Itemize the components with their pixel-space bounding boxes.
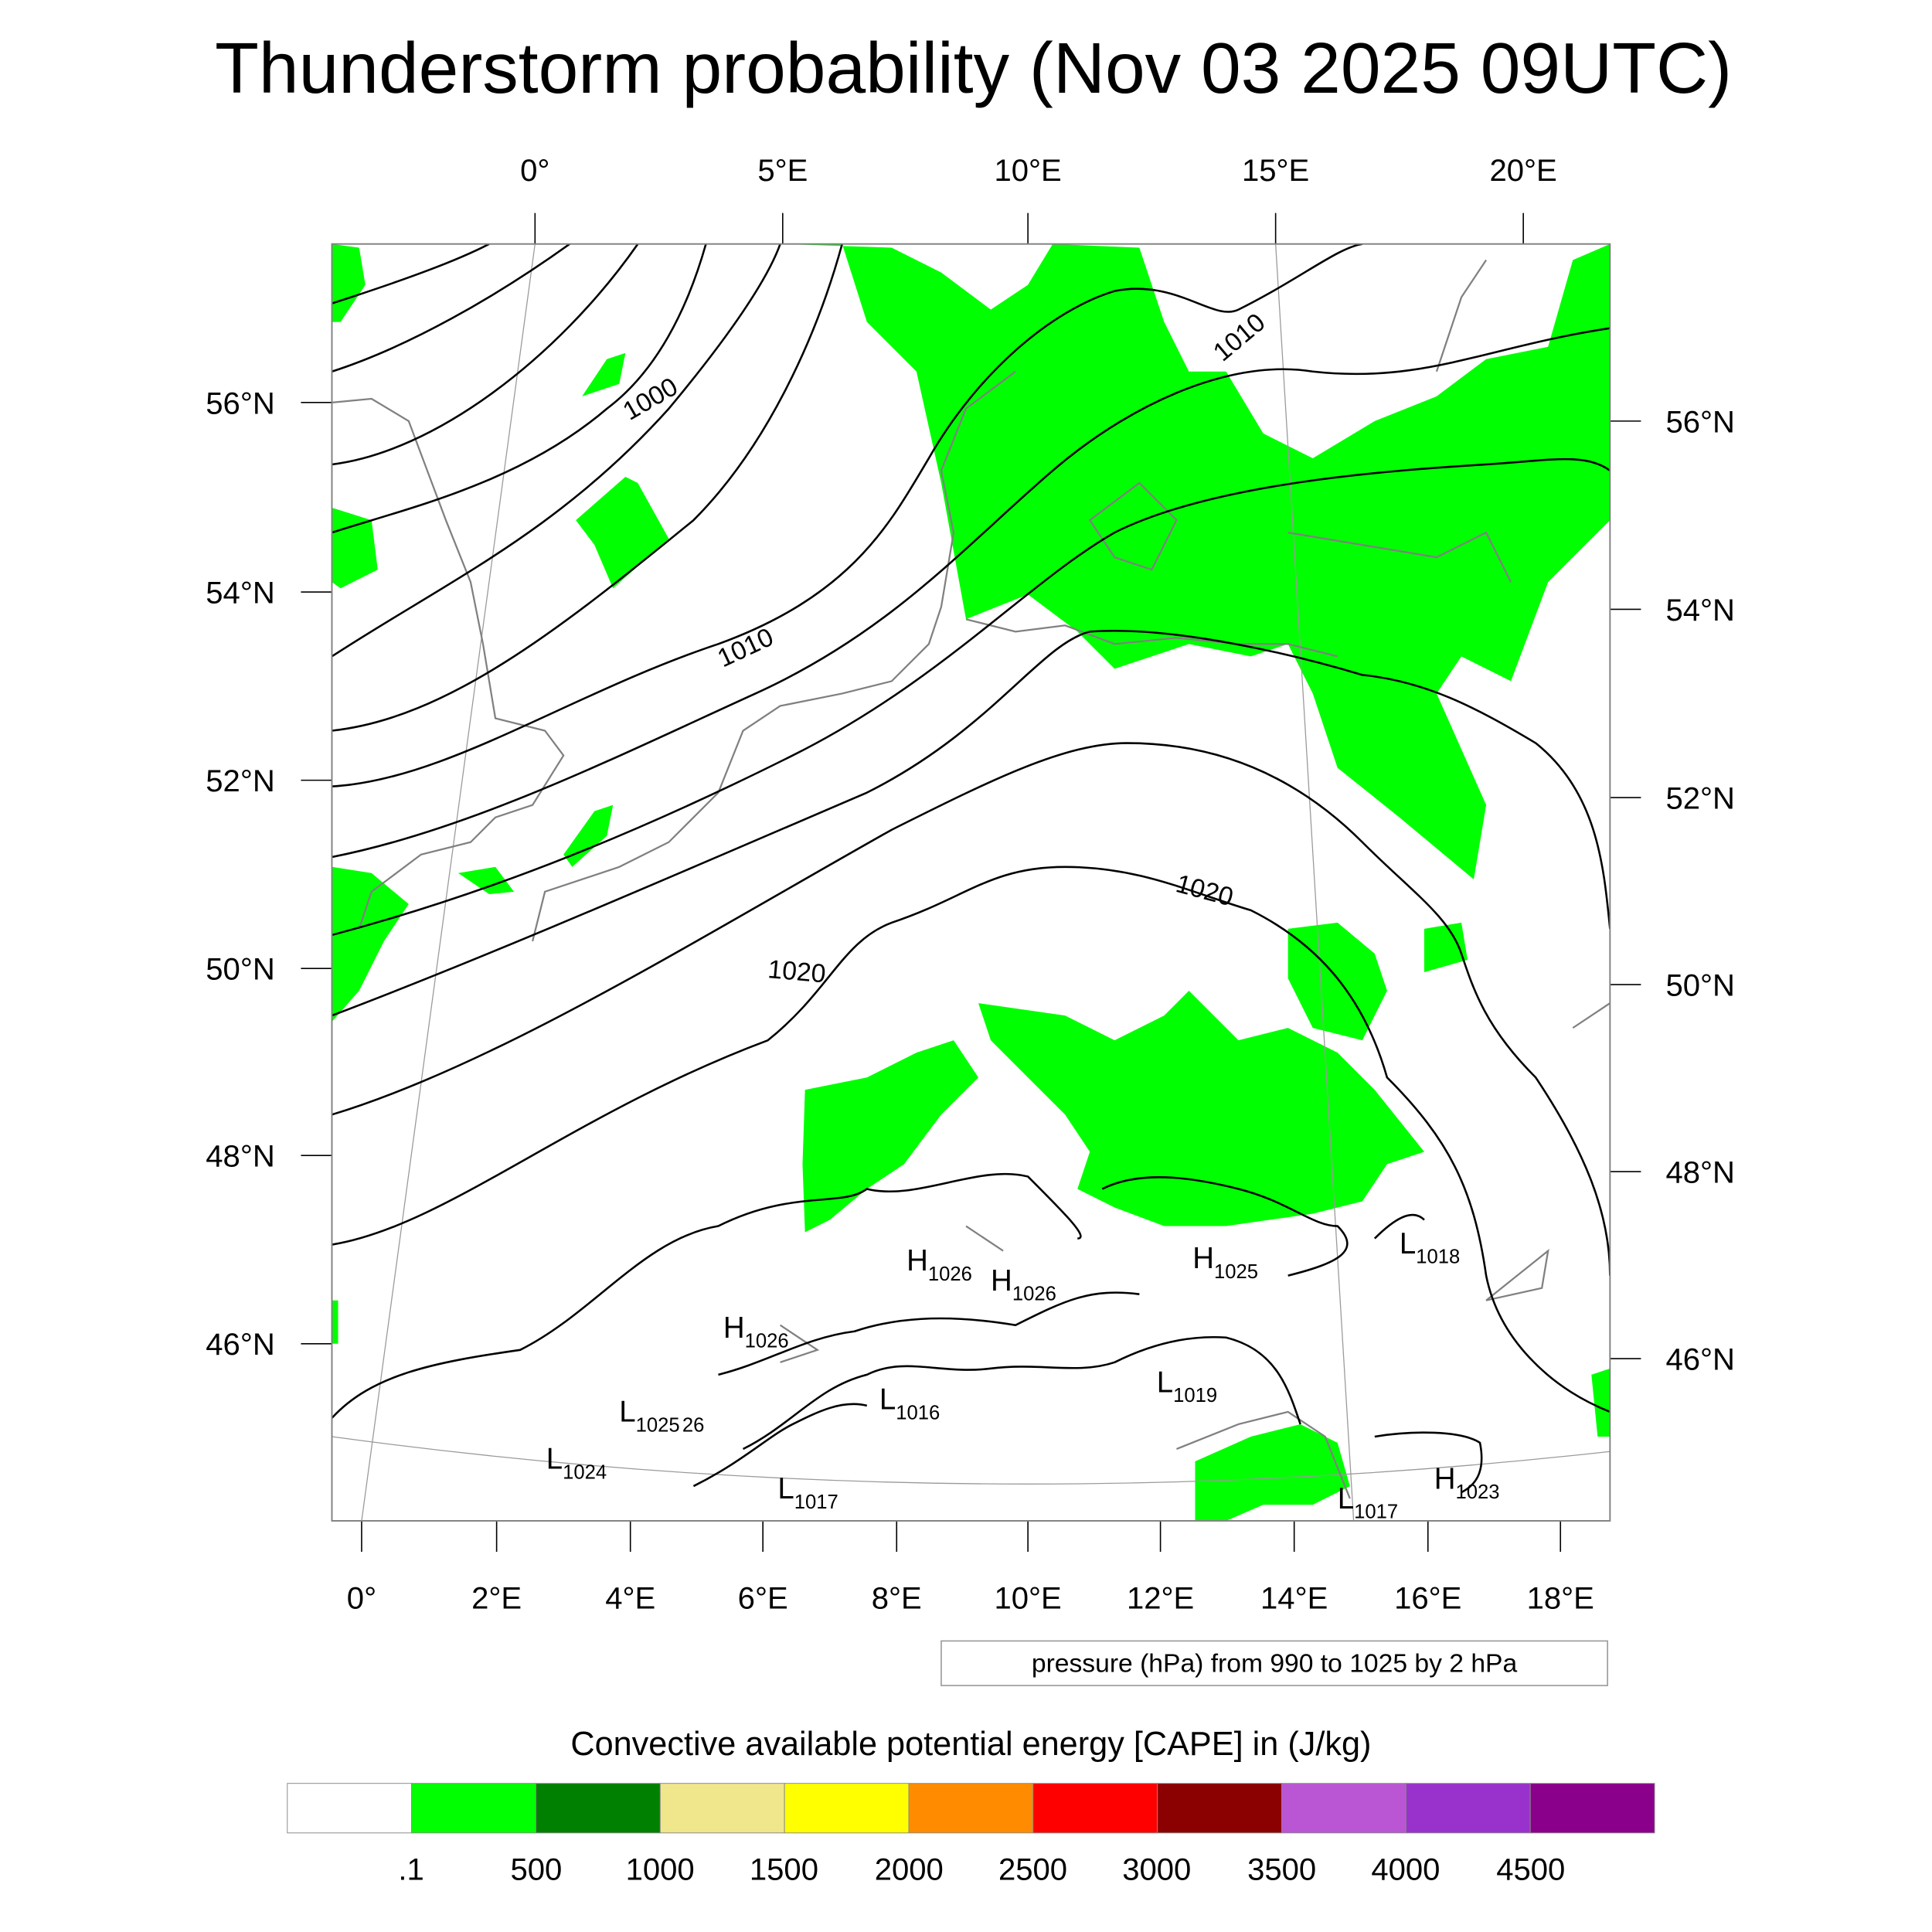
left-lat-label: 52°N <box>206 764 274 798</box>
bottom-lon-label: 12°E <box>1127 1582 1194 1616</box>
colorbar-label: 4000 <box>1371 1853 1440 1887</box>
top-lon-label: 0° <box>520 154 549 188</box>
pressure-center-low: L1017 <box>777 1472 838 1513</box>
top-lon-label: 5°E <box>757 154 808 188</box>
top-lon-label: 10°E <box>994 154 1061 188</box>
pressure-center-low: L1018 <box>1400 1227 1460 1268</box>
bottom-lon-label: 10°E <box>994 1582 1061 1616</box>
right-lat-label: 50°N <box>1665 968 1734 1002</box>
colorbar-swatch <box>908 1783 1034 1834</box>
colorbar-swatch <box>1157 1783 1282 1834</box>
bottom-lon-label: 18°E <box>1527 1582 1594 1616</box>
colorbar-label: 2000 <box>875 1853 944 1887</box>
left-latitude-axis: 56°N 54°N 52°N 50°N 48°N 46°N <box>206 386 332 1362</box>
pressure-centers: H1026 H1026 H1026 H1025 L1018 L1025 26 L1… <box>546 1227 1500 1523</box>
pressure-center-low: L1016 <box>879 1383 940 1424</box>
right-latitude-axis: 56°N 54°N 52°N 50°N 48°N 46°N <box>1610 405 1735 1376</box>
colorbar-swatch <box>411 1783 536 1834</box>
bottom-lon-label: 6°E <box>738 1582 788 1616</box>
colorbar-swatch <box>1529 1783 1655 1834</box>
right-lat-label: 56°N <box>1665 405 1734 439</box>
contour-info-text: pressure (hPa) from 990 to 1025 by 2 hPa <box>1032 1649 1518 1678</box>
bottom-lon-label: 8°E <box>872 1582 922 1616</box>
pressure-center-low: L1024 <box>546 1443 607 1484</box>
right-lat-label: 46°N <box>1665 1342 1734 1376</box>
pressure-center-high: H1026 <box>906 1244 972 1285</box>
colorbar-label: 1000 <box>626 1853 695 1887</box>
map-frame <box>331 243 1611 1522</box>
colorbar-label: 3500 <box>1247 1853 1316 1887</box>
contour-label: 1000 <box>618 372 682 426</box>
left-lat-label: 56°N <box>206 386 274 420</box>
contour-label: 1020 <box>767 955 827 988</box>
contour-info-box: pressure (hPa) from 990 to 1025 by 2 hPa <box>940 1640 1608 1686</box>
colorbar-label: 3000 <box>1122 1853 1191 1887</box>
pressure-center-high: H1025 <box>1192 1242 1258 1283</box>
colorbar-label: 500 <box>510 1853 562 1887</box>
top-lon-label: 20°E <box>1490 154 1557 188</box>
colorbar-swatch <box>784 1783 910 1834</box>
colorbar-swatch <box>659 1783 785 1834</box>
pressure-center-low: L1025 26 <box>619 1396 704 1437</box>
colorbar-swatch <box>1281 1783 1406 1834</box>
top-lon-label: 15°E <box>1242 154 1309 188</box>
colorbar-label: .1 <box>398 1853 423 1887</box>
contour-label: 1010 <box>1208 308 1270 367</box>
bottom-lon-label: 2°E <box>471 1582 522 1616</box>
colorbar-swatch <box>535 1783 661 1834</box>
bottom-longitude-axis: 0° 2°E 4°E 6°E 8°E 10°E 12°E 14°E 16°E 1… <box>347 1520 1594 1616</box>
colorbar-title: Convective available potential energy [C… <box>570 1726 1371 1763</box>
bottom-lon-label: 16°E <box>1394 1582 1461 1616</box>
bottom-lon-label: 14°E <box>1260 1582 1328 1616</box>
colorbar-swatch <box>1405 1783 1531 1834</box>
left-lat-label: 46°N <box>206 1328 274 1362</box>
colorbar-swatch <box>1032 1783 1158 1834</box>
colorbar <box>287 1783 1655 1834</box>
coastlines <box>332 259 1611 1499</box>
colorbar-label: 2500 <box>998 1853 1067 1887</box>
pressure-center-low: L1017 <box>1338 1482 1398 1523</box>
pressure-center-high: H1026 <box>723 1311 789 1352</box>
right-lat-label: 52°N <box>1665 781 1734 815</box>
bottom-lon-label: 4°E <box>605 1582 655 1616</box>
contour-label: 1010 <box>713 623 777 673</box>
right-lat-label: 48°N <box>1665 1155 1734 1189</box>
right-lat-label: 54°N <box>1665 594 1734 628</box>
bottom-lon-label: 0° <box>347 1582 376 1616</box>
pressure-center-high: H1026 <box>991 1264 1056 1305</box>
colorbar-swatch <box>287 1783 413 1834</box>
top-longitude-axis: 0° 5°E 10°E 15°E 20°E <box>520 154 1557 244</box>
isobars <box>332 243 1611 1494</box>
map-title: Thunderstorm probability (Nov 03 2025 09… <box>215 28 1732 108</box>
cape-shading <box>332 243 1611 1521</box>
colorbar-labels: .1 500 1000 1500 2000 2500 3000 3500 400… <box>398 1853 1565 1887</box>
left-lat-label: 50°N <box>206 953 274 987</box>
colorbar-label: 4500 <box>1496 1853 1565 1887</box>
left-lat-label: 54°N <box>206 576 274 610</box>
pressure-center-high: H1023 <box>1434 1462 1500 1503</box>
contour-label: 1020 <box>1173 869 1236 912</box>
map-plot-area: 1000 1010 1010 1020 1020 H1026 H1026 H10… <box>331 243 1611 1523</box>
colorbar-label: 1500 <box>750 1853 818 1887</box>
pressure-center-low: L1019 <box>1157 1366 1217 1406</box>
left-lat-label: 48°N <box>206 1140 274 1174</box>
